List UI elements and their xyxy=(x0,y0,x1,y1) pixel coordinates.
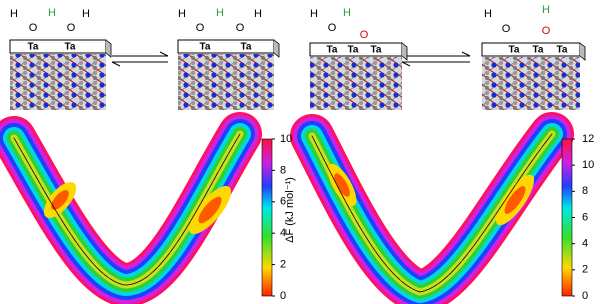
atom-label: O xyxy=(360,29,369,41)
atom-label: H xyxy=(542,4,550,16)
ta-atom: Ta xyxy=(557,45,568,56)
ta-atom: Ta xyxy=(371,45,382,56)
figure: HOHOHTaTaHOHOHTaTaHOHOTaTaTaHOHOTaTaTa 0… xyxy=(0,0,603,304)
tick-label: 12 xyxy=(582,133,594,145)
lattice xyxy=(482,57,580,110)
tick-label: 2 xyxy=(582,264,588,276)
tick-label: 8 xyxy=(582,185,588,197)
slab xyxy=(10,40,106,53)
ta-atom: Ta xyxy=(533,45,544,56)
atom-label: O xyxy=(196,22,205,34)
ta-atom: Ta xyxy=(509,45,520,56)
lattice xyxy=(310,57,402,110)
tick-label: 0 xyxy=(280,290,286,302)
lattice xyxy=(10,54,106,110)
atom-label: H xyxy=(484,8,492,20)
tick-label: 10 xyxy=(582,159,594,171)
ta-atom: Ta xyxy=(327,45,338,56)
atom-label: O xyxy=(236,22,245,34)
ta-atom: Ta xyxy=(28,42,39,53)
atom-label: H xyxy=(343,7,351,19)
slab-edge xyxy=(580,43,585,60)
slab-edge xyxy=(402,43,407,60)
atom-label: O xyxy=(328,22,337,34)
tick-label: 0 xyxy=(582,290,588,302)
tick-label: 6 xyxy=(582,211,588,223)
atom-label: H xyxy=(48,7,56,19)
tick-label: 10 xyxy=(280,133,292,145)
tick-label: 4 xyxy=(582,238,588,250)
lattice xyxy=(178,54,274,110)
colorbar xyxy=(562,139,572,296)
ta-atom: Ta xyxy=(348,45,359,56)
atom-label: O xyxy=(29,22,38,34)
atom-label: O xyxy=(542,25,551,37)
colorbar-label: ΔF (kJ mol⁻¹) xyxy=(284,177,296,243)
slab-edge xyxy=(106,40,111,57)
atom-label: H xyxy=(216,7,224,19)
atom-label: O xyxy=(502,23,511,35)
ta-atom: Ta xyxy=(241,42,252,53)
equilibrium-arrows xyxy=(112,52,470,66)
atom-label: H xyxy=(310,8,318,20)
atom-label: H xyxy=(254,8,262,20)
atom-label: H xyxy=(82,8,90,20)
tick-label: 2 xyxy=(280,259,286,271)
ta-atom: Ta xyxy=(65,42,76,53)
atom-label: O xyxy=(67,22,76,34)
slab xyxy=(178,40,274,53)
atom-label: H xyxy=(10,8,18,20)
tick-label: 8 xyxy=(280,164,286,176)
slab-edge xyxy=(274,40,279,57)
atom-label: H xyxy=(178,8,186,20)
ta-atom: Ta xyxy=(200,42,211,53)
colorbar xyxy=(262,139,272,296)
